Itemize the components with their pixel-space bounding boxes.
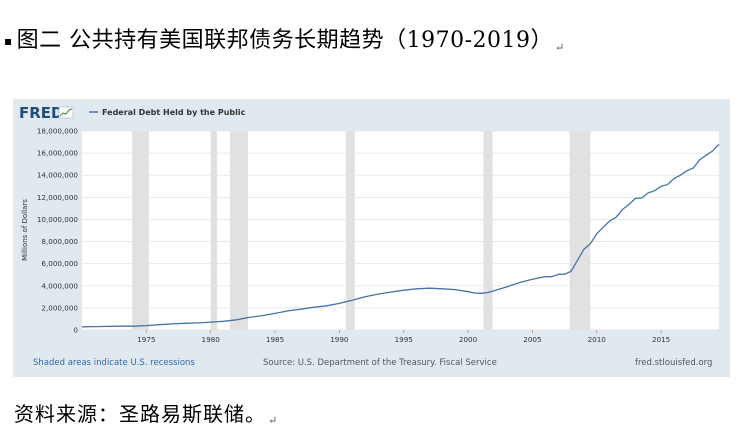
y-tick-label: 10,000,000: [37, 215, 79, 224]
fred-logo: FRED: [19, 104, 64, 122]
y-tick-label: 6,000,000: [41, 259, 78, 268]
y-tick-label: 16,000,000: [37, 149, 79, 158]
source-note: Source: U.S. Department of the Treasury.…: [263, 358, 497, 368]
recession-band-6: [569, 131, 591, 330]
x-tick-label: 1985: [266, 335, 284, 344]
y-tick-label: 14,000,000: [37, 171, 79, 180]
recession-bands: [132, 131, 591, 330]
x-tick-label: 1995: [395, 335, 413, 344]
fred-site-link[interactable]: fred.stlouisfed.org: [635, 358, 712, 368]
paragraph-mark-icon: ↵: [268, 414, 279, 427]
y-axis-ticks: 0 2,000,000 4,000,000 6,000,000 8,000,000 10,…: [37, 127, 79, 335]
y-tick-label: 8,000,000: [41, 237, 78, 246]
legend-entry: Federal Debt Held by the Public: [102, 108, 246, 117]
recession-band-1: [132, 131, 149, 330]
recession-band-4: [345, 131, 355, 330]
x-tick-label: 2000: [459, 335, 478, 344]
y-tick-label: 0: [73, 326, 78, 335]
x-tick-label: 1990: [330, 335, 349, 344]
x-tick-label: 1975: [137, 335, 155, 344]
x-axis-ticks: 1975 1980 1985 1990 1995 2000 2005 2010 2015: [137, 330, 670, 344]
x-tick-label: 2010: [588, 335, 607, 344]
recession-band-3: [229, 131, 249, 330]
y-tick-label: 2,000,000: [41, 303, 78, 312]
series-line-federal-debt: [81, 143, 720, 328]
recession-band-2: [210, 131, 218, 330]
fred-chart-frame: FRED Federal Debt Held by the Public 0 2,…: [13, 99, 730, 377]
figure-caption: ▪ 图二 公共持有美国联邦债务长期趋势（1970-2019） ↵: [4, 22, 565, 54]
caption-text: 图二 公共持有美国联邦债务长期趋势（1970-2019）: [16, 28, 554, 53]
x-tick-label: 2015: [652, 335, 670, 344]
y-axis-label: Millions of Dollars: [21, 199, 29, 261]
y-tick-label: 18,000,000: [37, 127, 79, 136]
fred-mini-chart-icon: [58, 106, 74, 119]
x-tick-label: 2005: [523, 335, 541, 344]
source-text: 资料来源：圣路易斯联储。: [14, 402, 266, 426]
y-tick-label: 4,000,000: [41, 281, 78, 290]
caption-bullet: ▪: [4, 34, 13, 48]
y-tick-label: 12,000,000: [37, 193, 79, 202]
plot-area: [82, 131, 719, 330]
paragraph-mark-icon: ↵: [555, 41, 565, 54]
x-tick-label: 1980: [202, 335, 221, 344]
fred-chart: FRED Federal Debt Held by the Public 0 2,…: [19, 104, 720, 368]
recession-band-5: [483, 131, 493, 330]
source-line: 资料来源：圣路易斯联储。 ↵: [14, 398, 278, 427]
recessions-note: Shaded areas indicate U.S. recessions: [33, 358, 195, 368]
